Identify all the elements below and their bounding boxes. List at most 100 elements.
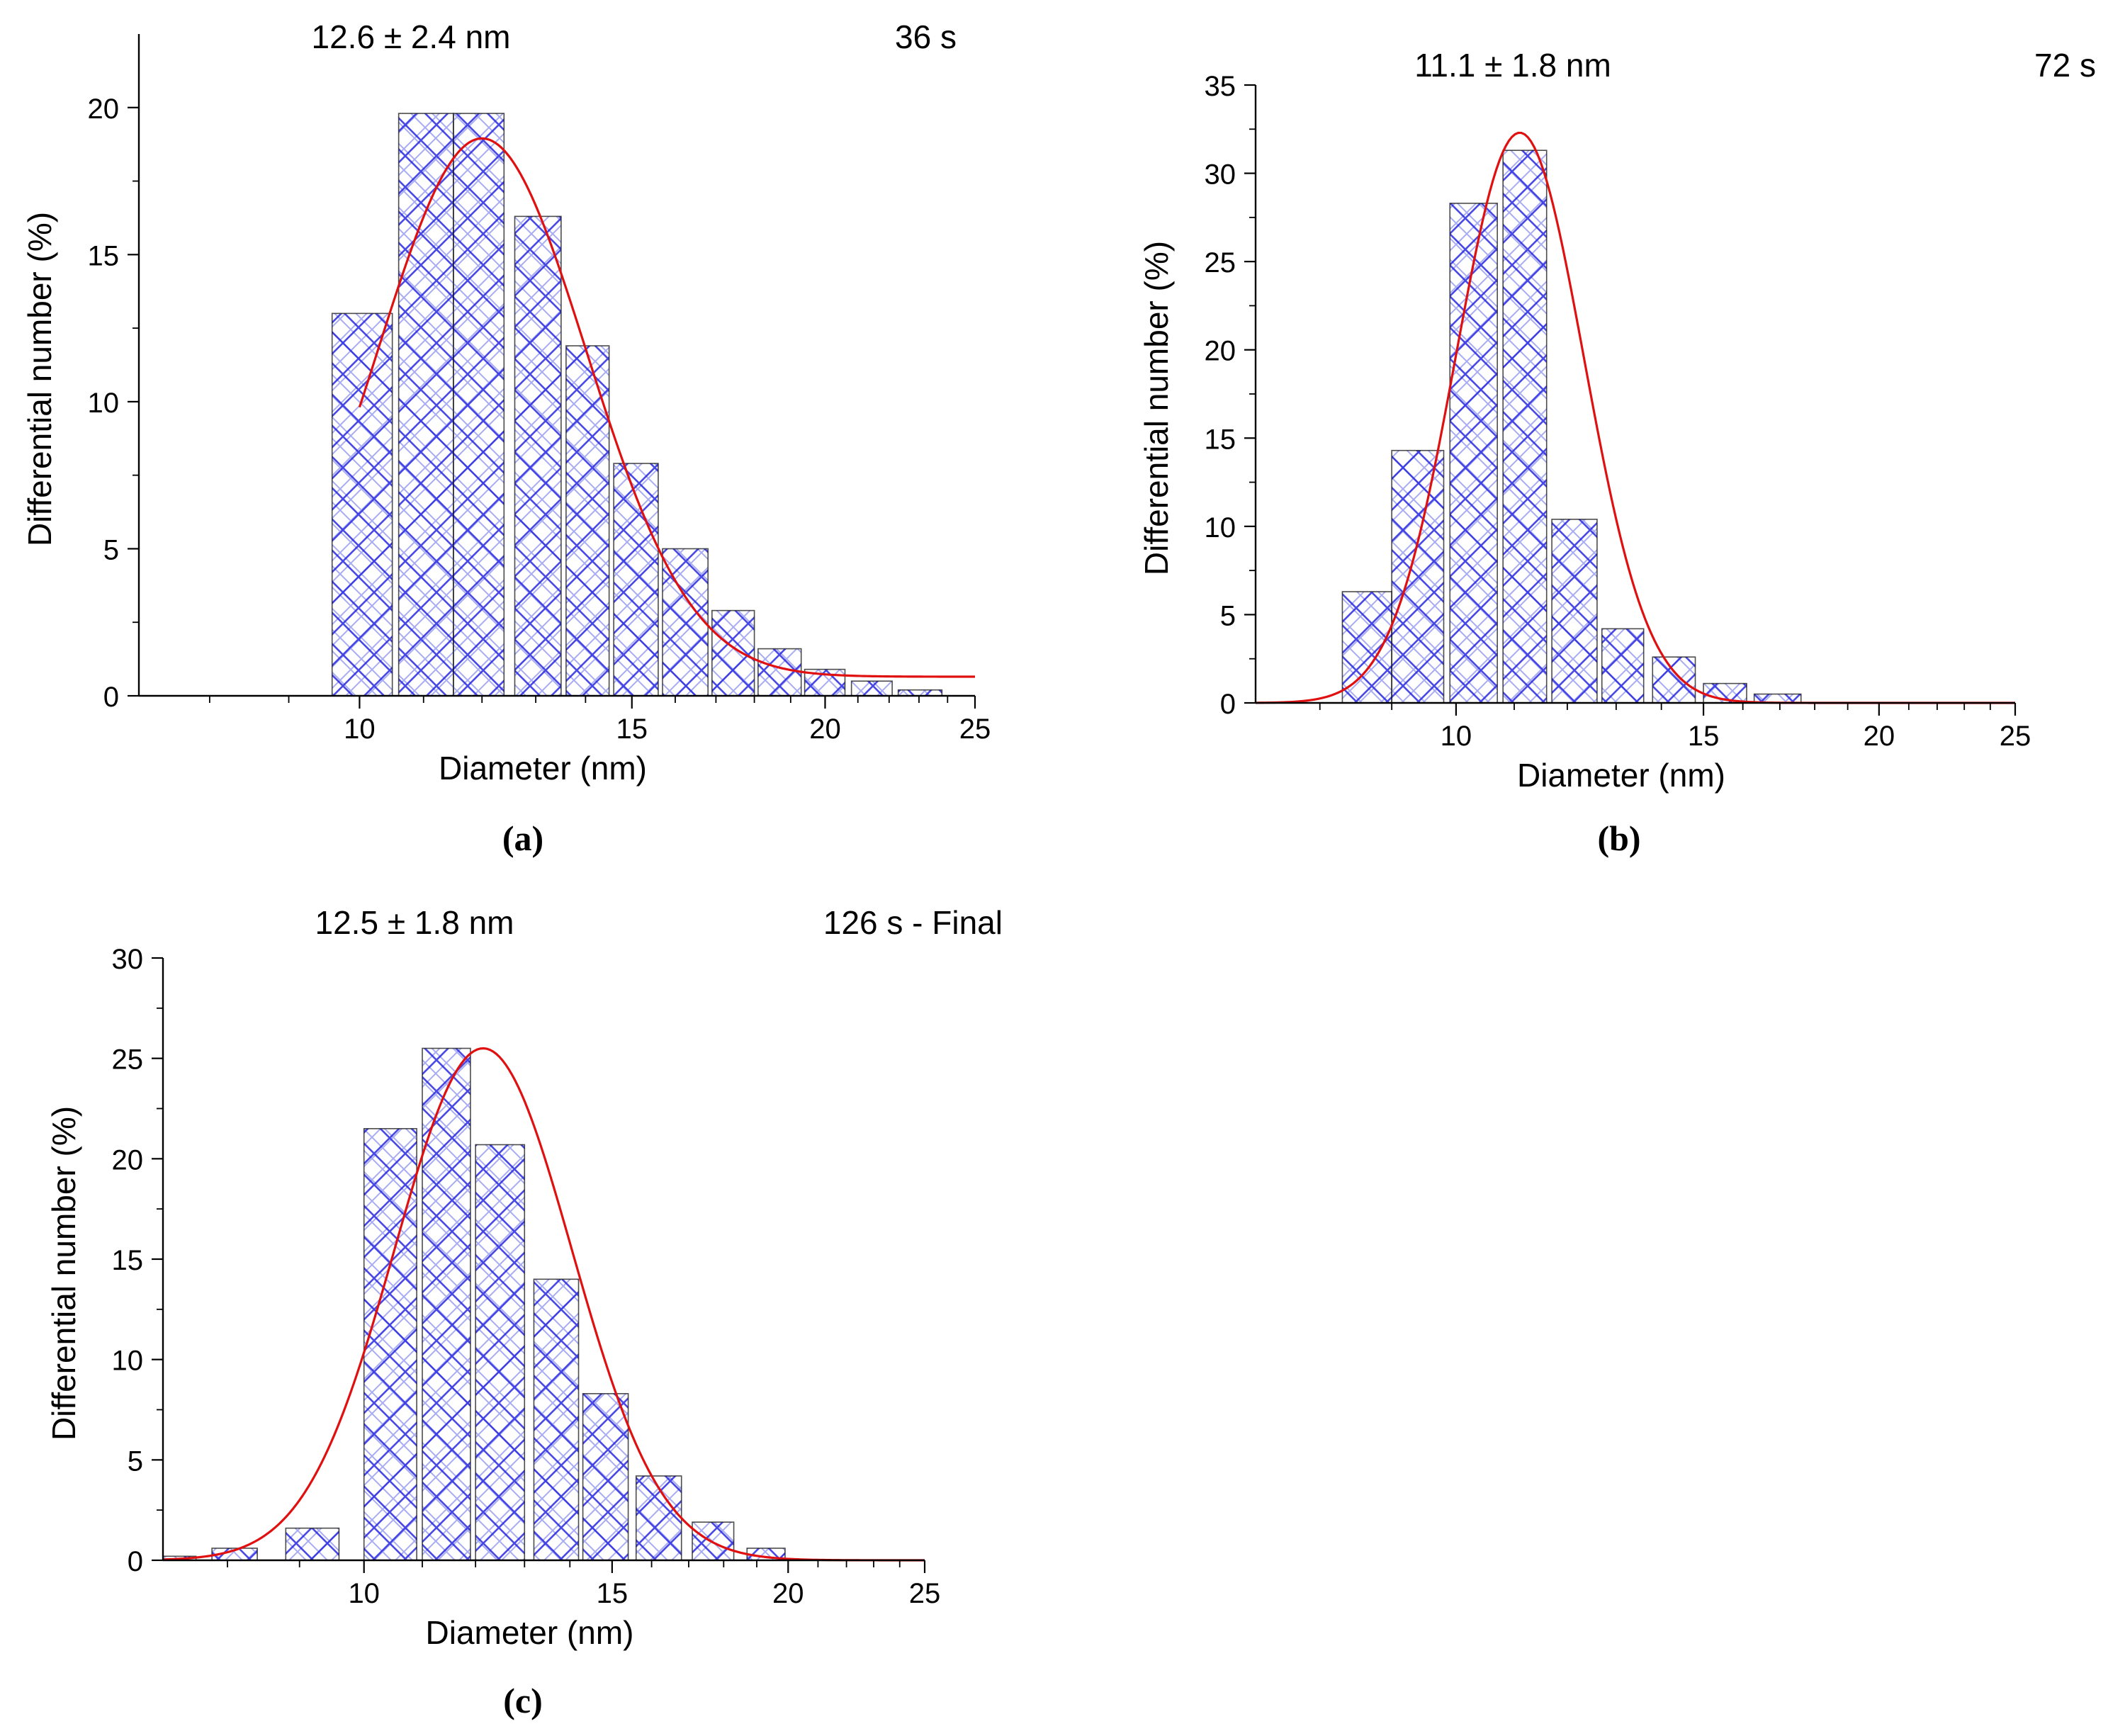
- bar: [1753, 693, 1802, 704]
- y-tick-label: 5: [103, 534, 119, 565]
- y-tick-label: 25: [1205, 247, 1236, 278]
- bar-hatch: [534, 1279, 579, 1560]
- y-tick-label: 20: [112, 1144, 144, 1176]
- bar-hatch: [422, 1048, 470, 1560]
- bar: [422, 1047, 471, 1561]
- y-tick-label: 10: [112, 1346, 144, 1377]
- x-tick-label: 25: [959, 714, 991, 745]
- x-tick-label: 10: [344, 714, 376, 745]
- x-axis-label: Diameter (nm): [439, 750, 647, 787]
- bar: [897, 689, 943, 697]
- bar: [1551, 519, 1598, 704]
- panel-label: (c): [503, 1681, 543, 1720]
- bar: [850, 680, 893, 697]
- time-label: 126 s - Final: [823, 904, 1003, 941]
- bar-hatch: [212, 1548, 258, 1560]
- y-axis-label: Differential number (%): [45, 1106, 82, 1441]
- bar-hatch: [514, 216, 561, 696]
- x-tick-label: 25: [909, 1578, 941, 1609]
- panel-label: (b): [1597, 818, 1640, 858]
- bar: [1391, 449, 1445, 704]
- bar: [1652, 656, 1696, 704]
- bar: [475, 1144, 526, 1561]
- bar: [692, 1521, 735, 1561]
- size-stat-label: 11.1 ± 1.8 nm: [1414, 47, 1611, 84]
- size-stat-label: 12.6 ± 2.4 nm: [312, 18, 511, 55]
- y-tick-label: 0: [103, 682, 119, 713]
- x-tick-label: 15: [616, 714, 648, 745]
- bar-hatch: [851, 681, 893, 696]
- y-tick-label: 25: [112, 1044, 144, 1076]
- bar-hatch: [1450, 203, 1498, 703]
- bar: [514, 215, 562, 697]
- bar-hatch: [286, 1528, 339, 1560]
- x-tick-label: 10: [1441, 721, 1472, 752]
- bar: [757, 648, 802, 697]
- y-tick-label: 10: [1205, 512, 1236, 543]
- panel-a: 0 5 10 15 20 10 15 20 25 Diameter (nm) Differentia…: [21, 18, 991, 858]
- panel-c: 0 5 10 15 20 25 30 10 15 20 25 Diameter (nm) Differe…: [45, 904, 1003, 1720]
- panel-b: 0 5 10 15 20 25 30 35 10 15 20 25 Diameter (nm) Diffe…: [1138, 47, 2096, 858]
- bar-hatch: [614, 463, 658, 696]
- y-tick-label: 5: [1220, 600, 1236, 631]
- fit-curve: [162, 1047, 925, 1562]
- y-axis-label: Differential number (%): [1138, 241, 1175, 575]
- x-tick-label: 20: [809, 714, 841, 745]
- bar-hatch: [1652, 657, 1696, 703]
- x-axis-label: Diameter (nm): [1517, 757, 1725, 794]
- bar: [1502, 150, 1548, 704]
- bar-hatch: [711, 610, 755, 696]
- y-tick-label: 15: [88, 240, 120, 271]
- bar-hatch: [1601, 629, 1644, 703]
- bar: [363, 1128, 417, 1561]
- x-tick-label: 25: [2000, 721, 2031, 752]
- y-tick-label: 30: [1205, 159, 1236, 191]
- fit-curve: [358, 137, 975, 678]
- bar: [582, 1393, 629, 1561]
- y-tick-label: 0: [128, 1546, 143, 1577]
- bar-hatch: [1552, 519, 1597, 703]
- bar-hatch: [332, 313, 393, 696]
- bar: [1449, 203, 1498, 704]
- y-axis-label: Differential number (%): [21, 212, 58, 546]
- time-label: 72 s: [2034, 47, 2096, 84]
- x-tick-label: 20: [1864, 721, 1895, 752]
- panel-label: (a): [502, 818, 543, 858]
- bar: [285, 1527, 340, 1561]
- bar: [1601, 628, 1645, 704]
- bar: [331, 312, 393, 697]
- bar-hatch: [565, 346, 609, 696]
- y-tick-label: 15: [112, 1245, 144, 1276]
- x-tick-label: 10: [348, 1578, 380, 1609]
- y-tick-label: 35: [1205, 71, 1236, 102]
- bar: [711, 609, 755, 697]
- bar-hatch: [1503, 150, 1547, 703]
- bar-hatch: [475, 1144, 525, 1560]
- bar-hatch: [1392, 450, 1444, 703]
- bar-hatch: [757, 648, 801, 696]
- time-label: 36 s: [895, 18, 957, 55]
- y-tick-label: 30: [112, 944, 144, 975]
- bar-hatch: [398, 113, 453, 696]
- bar: [453, 113, 505, 697]
- x-tick-label: 20: [772, 1578, 804, 1609]
- bar-hatch: [898, 689, 942, 696]
- size-stat-label: 12.5 ± 1.8 nm: [315, 904, 514, 941]
- bar-hatch: [453, 113, 505, 696]
- bar-hatch: [363, 1128, 417, 1560]
- y-tick-label: 20: [88, 94, 120, 125]
- y-tick-label: 10: [88, 388, 120, 419]
- bar: [613, 463, 659, 697]
- y-tick-label: 5: [128, 1445, 143, 1477]
- bar-hatch: [1754, 694, 1801, 703]
- bar-hatch: [582, 1393, 629, 1560]
- x-tick-label: 15: [1688, 721, 1720, 752]
- bar: [533, 1278, 580, 1561]
- y-tick-label: 0: [1220, 689, 1236, 720]
- x-tick-label: 15: [597, 1578, 629, 1609]
- y-tick-label: 15: [1205, 424, 1236, 455]
- y-tick-label: 20: [1205, 336, 1236, 367]
- bar: [398, 113, 454, 697]
- x-axis-label: Diameter (nm): [426, 1614, 634, 1651]
